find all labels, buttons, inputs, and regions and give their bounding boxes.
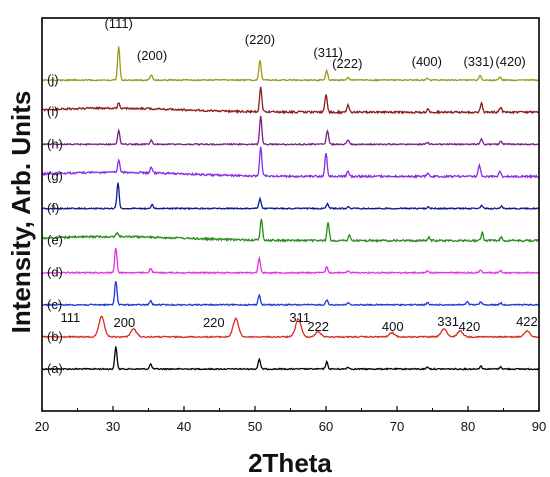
x-tick-label: 80 [461, 419, 475, 434]
series-label: (d) [47, 265, 63, 280]
x-tick-label: 60 [319, 419, 333, 434]
series-line-i [41, 86, 540, 115]
series-label: (i) [47, 104, 59, 119]
series-line-b [42, 315, 540, 339]
peak-annotation-b: 311 [289, 310, 310, 325]
series-labels: (a) (b) (c) (d) (e) (f) (g) (h) (i) (j) [47, 72, 63, 376]
peak-annotation-b: 222 [307, 319, 329, 334]
x-tick-label: 50 [248, 419, 262, 434]
series-label: (j) [47, 72, 59, 87]
peak-annotation: (220) [245, 32, 275, 47]
series-line-g [41, 146, 540, 180]
peak-annotation: (200) [137, 48, 167, 63]
x-tick-label: 90 [532, 419, 546, 434]
series-label: (g) [47, 168, 63, 183]
series-label: (h) [47, 136, 63, 151]
peak-annotation-b: 420 [459, 319, 481, 334]
peak-annotations: (111) (200) (220) (311)(222) (400) (331) (420)… [61, 16, 538, 334]
series-line-h [41, 115, 539, 147]
peak-annotation-b: 111 [61, 310, 81, 325]
plot-area [41, 46, 540, 371]
series-line-c [42, 281, 540, 307]
series-line-d [41, 247, 539, 275]
series-line-e [41, 218, 540, 243]
x-tick-label: 40 [177, 419, 191, 434]
series-line-j [41, 46, 540, 82]
peak-annotation: (420) [495, 54, 525, 69]
peak-annotation: (311) [313, 45, 342, 60]
x-axis: 20 30 40 50 60 70 80 90 [35, 406, 546, 434]
y-axis-title: Intensity, Arb. Units [6, 91, 36, 334]
x-tick-label: 30 [106, 419, 120, 434]
peak-annotation: (111) [104, 16, 132, 31]
x-tick-label: 70 [390, 419, 404, 434]
series-label: (a) [47, 361, 63, 376]
peak-annotation-b: 400 [382, 319, 404, 334]
peak-annotation-b: 422 [516, 314, 538, 329]
peak-annotation: (222) [332, 56, 362, 71]
peak-annotation: (331) [463, 54, 493, 69]
series-label: (b) [47, 329, 63, 344]
series-line-a [41, 346, 539, 371]
peak-annotation-b: 331 [437, 314, 459, 329]
peak-annotation-b: 220 [203, 315, 225, 330]
peak-annotation: (400) [412, 54, 442, 69]
x-axis-title: 2Theta [248, 448, 332, 477]
series-label: (e) [47, 233, 63, 248]
peak-annotation-b: 200 [114, 315, 136, 330]
series-line-f [41, 182, 540, 211]
series-label: (c) [47, 297, 62, 312]
x-tick-label: 20 [35, 419, 49, 434]
series-label: (f) [47, 201, 59, 216]
